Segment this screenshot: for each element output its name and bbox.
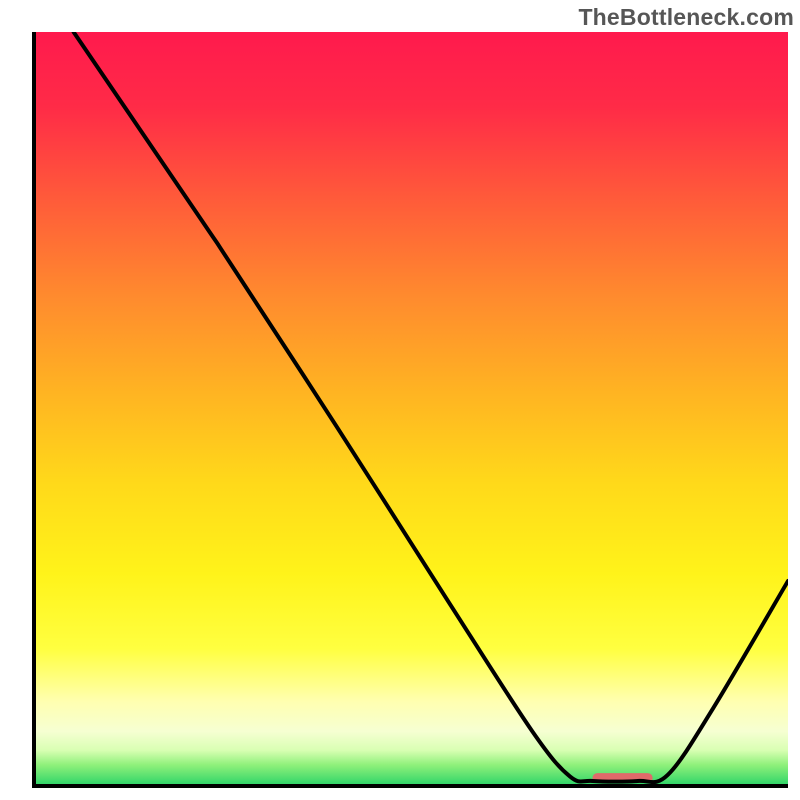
axes-svg [0,0,800,800]
root-container: TheBottleneck.com [0,0,800,800]
